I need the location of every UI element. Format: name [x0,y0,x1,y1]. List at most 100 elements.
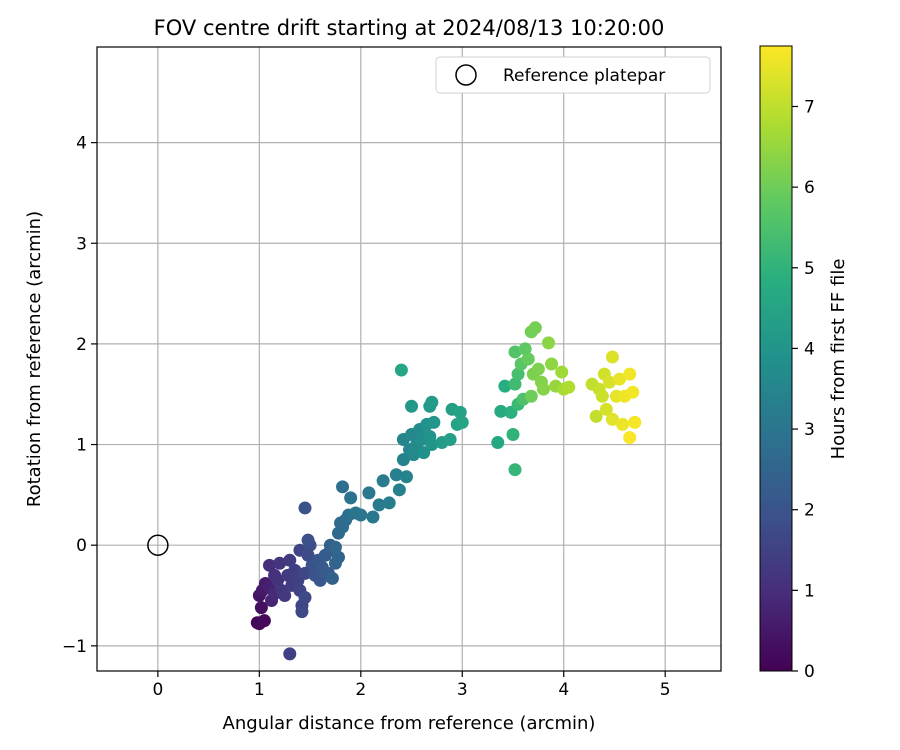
data-point [425,395,439,409]
data-point [555,365,569,379]
y-axis-label: Rotation from reference (arcmin) [24,211,45,507]
colorbar-ticks: 0 1 2 3 4 5 6 7 [792,97,815,682]
x-axis-label: Angular distance from reference (arcmin) [223,713,596,734]
data-point [511,367,525,381]
data-point [382,496,396,510]
colorbar-tick-label: 7 [804,97,815,117]
x-tick-label: 2 [355,680,366,700]
data-point [616,417,630,431]
data-point [328,540,342,554]
data-point [562,380,576,394]
data-point [542,336,556,350]
data-point [273,556,287,570]
data-point [628,415,642,429]
data-point [325,571,339,585]
y-axis-ticks: −1 0 1 2 3 4 [62,134,97,657]
data-point [443,433,457,447]
reference-platepar-marker [147,534,169,556]
data-point [271,573,285,587]
x-tick-label: 5 [660,680,671,700]
data-point [602,375,616,389]
y-tick-label: 0 [76,536,87,556]
data-point [376,474,390,488]
data-point [623,367,637,381]
data-point [531,362,545,376]
data-point [257,614,271,628]
data-point [536,382,550,396]
colorbar-tick-label: 1 [804,581,815,601]
data-point [354,508,368,522]
colorbar-tick-label: 3 [804,420,815,440]
data-point [372,498,386,512]
data-point [417,446,431,460]
legend-entry-label: Reference platepar [503,66,665,86]
legend-box [435,56,711,94]
data-point [362,486,376,500]
data-point [605,412,619,426]
data-point [524,389,538,403]
plot-frame [96,46,722,672]
data-point [508,463,522,477]
data-point [336,480,350,494]
data-point [366,510,380,524]
colorbar-tick-label: 6 [804,178,815,198]
data-point [508,345,522,359]
data-point [278,589,292,603]
data-point [298,501,312,515]
data-point [613,372,627,386]
data-point [506,427,520,441]
colorbar-tick-label: 2 [804,501,815,521]
colorbar: 0 1 2 3 4 5 6 7 Hours from first FF file [759,45,849,682]
x-tick-label: 4 [558,680,569,700]
y-tick-label: −1 [62,637,87,657]
data-point [498,379,512,393]
y-tick-label: 1 [76,436,87,456]
data-point [518,342,532,356]
y-tick-label: 3 [76,234,87,254]
data-point [394,363,408,377]
data-point [494,404,508,418]
data-point [392,483,406,497]
data-point [254,601,268,615]
y-tick-label: 4 [76,134,87,154]
legend: Reference platepar [435,56,711,94]
data-point [262,558,276,572]
data-point [301,548,315,562]
data-point [545,357,559,371]
data-point [389,468,403,482]
colorbar-tick-label: 0 [804,662,815,682]
data-point [344,491,358,505]
data-point [405,399,419,413]
data-point [528,321,542,335]
data-point [295,605,309,619]
data-point [626,385,640,399]
data-point [521,352,535,366]
data-point [298,591,312,605]
data-point [491,436,505,450]
x-tick-label: 3 [457,680,468,700]
data-points [250,321,642,661]
data-point [599,402,613,416]
data-point [396,453,410,467]
data-point [283,647,297,661]
data-point [623,431,637,445]
data-point [301,533,315,547]
data-point [508,377,522,391]
chart-title: FOV centre drift starting at 2024/08/13 … [154,16,665,40]
data-point [399,470,413,484]
data-point [589,409,603,423]
data-point [427,415,441,429]
data-point [595,389,609,403]
colorbar-label: Hours from first FF file [828,259,849,460]
x-tick-label: 0 [152,680,163,700]
y-tick-label: 2 [76,335,87,355]
data-point [455,415,469,429]
data-point [605,350,619,364]
colorbar-tick-label: 4 [804,339,815,359]
data-point [288,563,302,577]
data-point [331,550,345,564]
x-tick-label: 1 [254,680,265,700]
data-point [453,405,467,419]
grid-lines [97,47,721,671]
